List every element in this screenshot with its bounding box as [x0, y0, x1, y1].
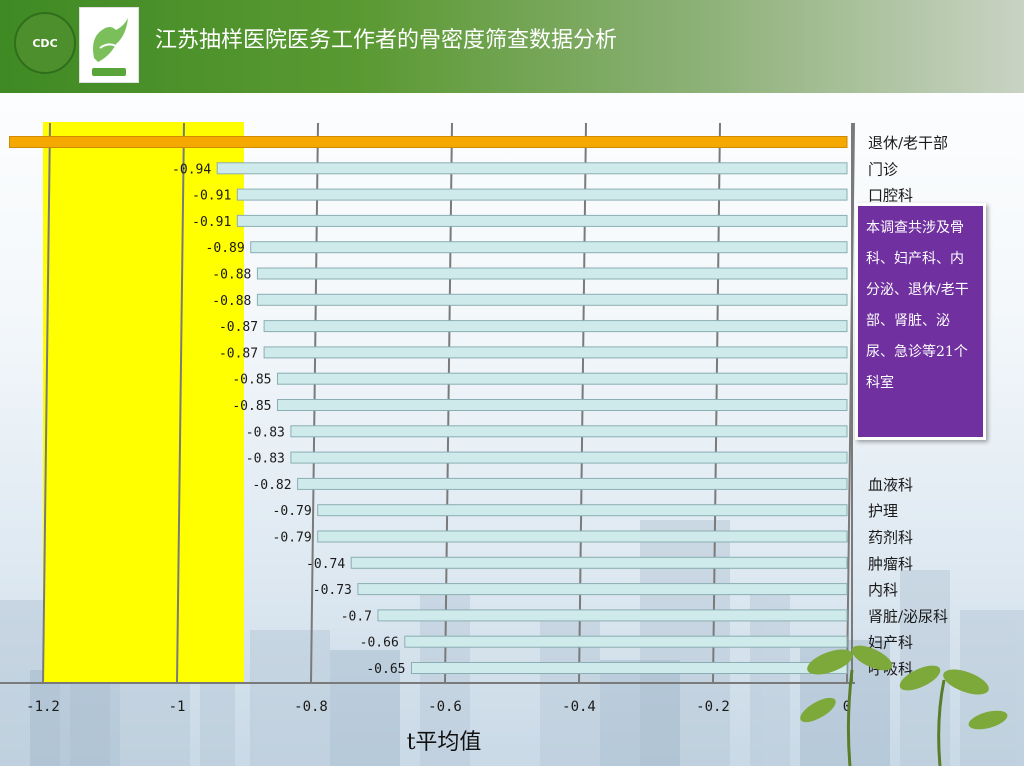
value-label: -0.91 — [192, 189, 231, 204]
category-label: 妇产科 — [868, 634, 913, 652]
bar — [216, 162, 848, 175]
bar — [263, 320, 848, 333]
value-label: -0.74 — [306, 557, 345, 572]
category-label: 血液科 — [868, 476, 913, 494]
value-label: -0.7 — [341, 609, 372, 624]
category-label: 肿瘤科 — [868, 555, 913, 573]
x-axis-title: t平均值 — [407, 730, 482, 755]
value-label: -0.79 — [273, 531, 312, 546]
category-label: 护理 — [868, 502, 898, 520]
survey-note-callout: 本调查共涉及骨科、妇产科、内分泌、退休/老干部、肾脏、泌尿、急诊等21个科室 — [855, 203, 986, 440]
category-label: 内科 — [868, 581, 898, 599]
value-label: -0.87 — [219, 346, 258, 361]
dove-icon — [92, 18, 128, 76]
bar — [350, 556, 848, 569]
value-label: -0.94 — [172, 162, 211, 177]
dove-logo — [79, 7, 139, 83]
bar-chart: 退休/老干部 -0.94 门诊 -0.91 口腔科 -0.91 -0.89 -0.88 -0.8… — [0, 122, 948, 755]
x-tick-label: 0 — [843, 699, 851, 715]
x-tick-label: -0.8 — [294, 699, 328, 715]
value-label: -0.73 — [313, 583, 352, 598]
bar — [297, 477, 848, 490]
category-label: 药剂科 — [868, 529, 913, 547]
bar — [277, 399, 848, 411]
x-tick-label: -0.4 — [562, 699, 596, 715]
value-label: -0.85 — [232, 373, 271, 388]
gridline — [42, 122, 51, 684]
gridline — [176, 122, 185, 684]
header-banner: CDC 江苏抽样医院医务工作者的骨密度筛查数据分析 — [0, 0, 1024, 93]
bar — [263, 346, 848, 359]
value-label: -0.85 — [232, 399, 271, 414]
bar — [317, 504, 848, 517]
value-label: -0.89 — [206, 241, 245, 256]
bar — [256, 267, 848, 280]
category-label: 肾脏/泌尿科 — [868, 607, 948, 625]
highlight-band — [43, 122, 244, 683]
category-label: 口腔科 — [868, 187, 913, 205]
bar — [404, 635, 848, 648]
bar — [256, 293, 848, 306]
bar — [9, 136, 848, 148]
value-label: -0.82 — [252, 478, 291, 493]
value-label: -0.66 — [360, 636, 399, 651]
value-label: -0.91 — [192, 215, 231, 230]
category-label: 退休/老干部 — [868, 134, 948, 152]
bar — [377, 609, 848, 622]
category-label: 门诊 — [868, 160, 898, 178]
x-tick-label: -0.6 — [428, 699, 462, 715]
bar — [357, 583, 848, 596]
value-label: -0.88 — [212, 268, 251, 283]
value-label: -0.83 — [246, 452, 285, 467]
x-tick-label: -0.2 — [696, 699, 730, 715]
bar — [411, 662, 848, 674]
bar — [236, 188, 848, 201]
x-tick-label: -1 — [169, 699, 186, 715]
value-label: -0.65 — [366, 662, 405, 677]
cdc-logo-text: CDC — [32, 36, 58, 50]
bar — [236, 214, 848, 227]
value-label: -0.79 — [273, 504, 312, 519]
page-title: 江苏抽样医院医务工作者的骨密度筛查数据分析 — [155, 28, 618, 53]
cdc-logo: CDC — [14, 12, 76, 74]
value-label: -0.83 — [246, 425, 285, 440]
value-label: -0.87 — [219, 320, 258, 335]
bar — [277, 372, 848, 385]
x-tick-label: -1.2 — [26, 699, 60, 715]
bar — [250, 241, 848, 254]
sprouts-decoration — [800, 645, 1008, 766]
value-label: -0.88 — [212, 294, 251, 309]
bar — [290, 451, 848, 464]
bar — [290, 425, 848, 438]
bar — [317, 530, 848, 543]
